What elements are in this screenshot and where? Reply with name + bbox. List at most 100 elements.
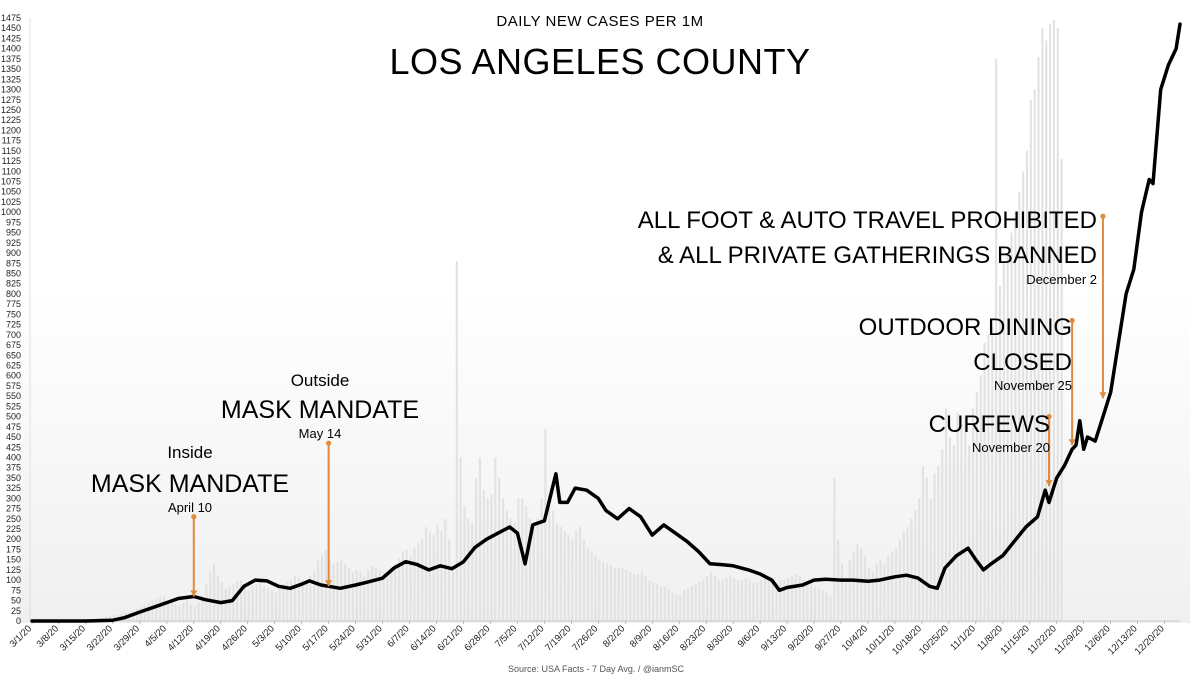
daily-bar xyxy=(448,539,451,621)
annotation: OUTDOOR DINING CLOSED November 25 xyxy=(859,314,1076,446)
y-tick-label: 975 xyxy=(6,217,21,227)
daily-bar xyxy=(933,473,936,621)
annotation: CURFEWS November 20 xyxy=(929,411,1053,487)
daily-bar xyxy=(390,567,393,621)
daily-bar xyxy=(968,445,971,621)
daily-bar xyxy=(355,569,358,621)
daily-bar xyxy=(995,58,998,622)
daily-bar xyxy=(274,592,277,621)
daily-bar xyxy=(166,600,169,621)
daily-bar xyxy=(259,582,262,621)
daily-bar xyxy=(629,571,632,621)
y-tick-label: 850 xyxy=(6,269,21,279)
daily-bar xyxy=(871,571,874,621)
x-tick-label: 8/2/20 xyxy=(601,623,627,649)
daily-bar xyxy=(725,578,728,621)
y-tick-label: 350 xyxy=(6,473,21,483)
x-tick-label: 8/23/20 xyxy=(678,623,708,653)
daily-bar xyxy=(864,555,867,621)
daily-bar xyxy=(247,590,250,621)
annotation-arrowhead xyxy=(1099,392,1107,399)
daily-bar xyxy=(948,437,951,621)
daily-bar xyxy=(498,477,501,621)
y-tick-label: 375 xyxy=(6,463,21,473)
x-tick-label: 6/28/20 xyxy=(462,623,492,653)
daily-bar xyxy=(424,526,428,621)
y-tick-label: 800 xyxy=(6,289,21,299)
y-tick-label: 950 xyxy=(6,228,21,238)
daily-bar xyxy=(1052,20,1055,621)
daily-bar xyxy=(162,595,166,621)
daily-bar xyxy=(656,584,659,621)
y-tick-label: 900 xyxy=(6,248,21,258)
y-tick-label: 0 xyxy=(16,616,21,626)
daily-bar xyxy=(636,573,639,621)
daily-bar xyxy=(694,584,697,621)
annotation-text: CLOSED xyxy=(973,349,1072,376)
annotation-dot xyxy=(1100,213,1106,219)
daily-bar xyxy=(736,580,740,621)
daily-bar xyxy=(706,576,709,621)
y-tick-label: 425 xyxy=(6,442,21,452)
daily-bar xyxy=(155,598,158,621)
daily-bar xyxy=(405,549,408,621)
y-tick-label: 825 xyxy=(6,279,21,289)
y-tick-label: 100 xyxy=(6,575,21,585)
daily-bar xyxy=(644,576,647,621)
daily-bar xyxy=(575,531,578,621)
daily-bar xyxy=(683,590,686,621)
y-tick-label: 150 xyxy=(6,555,21,565)
daily-bar xyxy=(802,580,805,621)
y-tick-label: 1400 xyxy=(1,44,21,54)
daily-bar xyxy=(848,559,851,621)
daily-bar xyxy=(883,563,886,621)
daily-bar xyxy=(710,571,713,621)
daily-bar xyxy=(833,477,836,621)
x-tick-label: 12/20/20 xyxy=(1133,623,1167,657)
daily-bar xyxy=(945,408,948,621)
x-tick-label: 5/17/20 xyxy=(301,623,331,653)
y-tick-label: 450 xyxy=(6,432,21,442)
daily-bar xyxy=(336,561,339,621)
y-tick-label: 1000 xyxy=(1,207,21,217)
y-tick-label: 1375 xyxy=(1,54,21,64)
annotation-text: Inside xyxy=(167,443,212,462)
y-tick-label: 875 xyxy=(6,258,21,268)
annotation-arrowhead xyxy=(1045,480,1053,487)
annotations: Inside MASK MANDATE April 10 Outside MASK MA… xyxy=(91,207,1107,597)
x-tick-label: 9/27/20 xyxy=(813,623,843,653)
x-tick-label: 3/29/20 xyxy=(112,623,142,653)
daily-bar xyxy=(914,510,917,621)
daily-bar xyxy=(270,590,273,621)
daily-bar xyxy=(752,582,755,621)
daily-bar xyxy=(675,594,678,621)
daily-bar xyxy=(320,555,324,621)
daily-bar xyxy=(787,578,790,621)
daily-bar xyxy=(733,578,736,621)
x-tick-label: 3/15/20 xyxy=(58,623,88,653)
daily-bar xyxy=(505,510,508,621)
annotation-text: November 25 xyxy=(994,378,1072,393)
y-tick-label: 75 xyxy=(11,585,21,595)
y-tick-label: 500 xyxy=(6,412,21,422)
annotation: ALL FOOT & AUTO TRAVEL PROHIBITED & ALL P… xyxy=(638,207,1107,399)
x-tick-label: 4/19/20 xyxy=(193,623,223,653)
daily-bar xyxy=(844,582,847,621)
daily-bar xyxy=(798,576,801,621)
y-tick-label: 200 xyxy=(6,534,21,544)
daily-bar xyxy=(1049,24,1052,622)
daily-bar xyxy=(987,334,990,621)
daily-bar xyxy=(548,506,551,621)
daily-bar xyxy=(991,326,994,621)
daily-bar xyxy=(840,563,844,621)
daily-bar xyxy=(894,547,898,621)
y-tick-label: 275 xyxy=(6,504,21,514)
y-tick-label: 175 xyxy=(6,544,21,554)
y-tick-label: 1350 xyxy=(1,64,21,74)
annotation-text: ALL FOOT & AUTO TRAVEL PROHIBITED xyxy=(638,207,1097,234)
annotation-text: May 14 xyxy=(299,426,342,441)
y-tick-label: 325 xyxy=(6,483,21,493)
daily-bar xyxy=(740,580,743,621)
x-tick-label: 11/1/20 xyxy=(948,623,978,653)
daily-bar xyxy=(286,582,289,621)
